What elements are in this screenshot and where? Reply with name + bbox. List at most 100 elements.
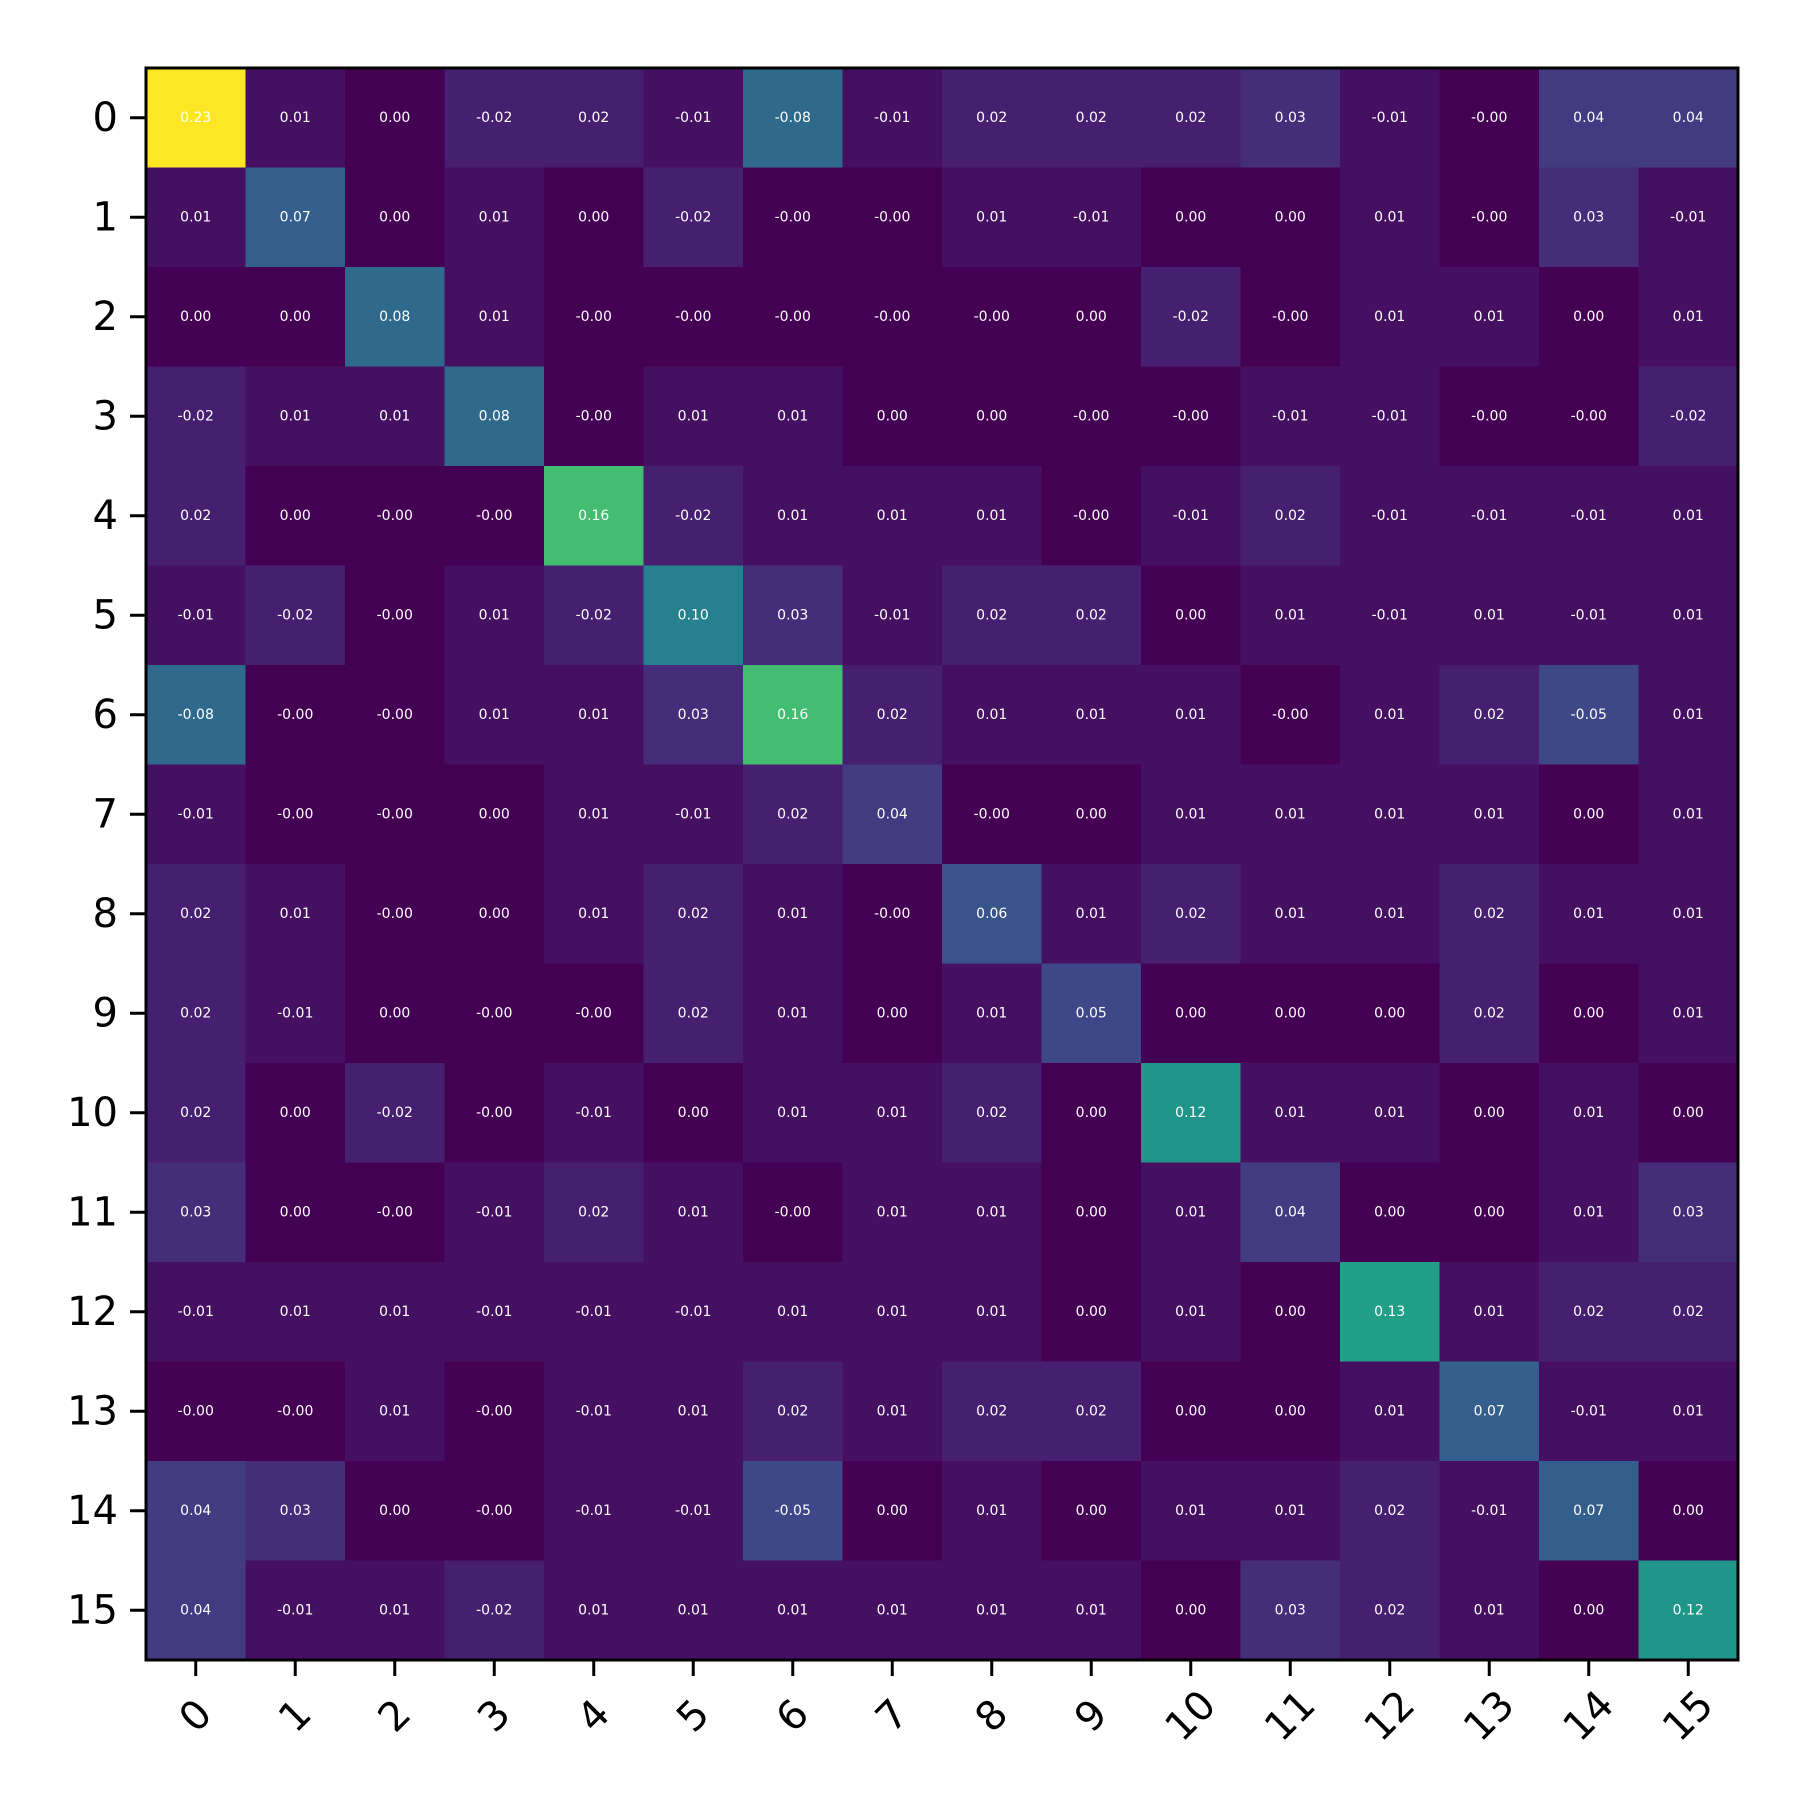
heatmap-cell (1240, 1461, 1341, 1561)
cell-value-label: 0.01 (280, 110, 311, 126)
heatmap-cell (1539, 1461, 1639, 1561)
cell-value-label: -0.00 (874, 906, 910, 922)
x-tick-label: 10 (1156, 1682, 1225, 1751)
cell-value-label: 0.02 (976, 1403, 1007, 1419)
cell-value-label: 0.01 (678, 408, 709, 424)
y-tick-label: 1 (93, 194, 118, 240)
heatmap-cell (942, 864, 1042, 964)
cell-value-label: 0.04 (877, 806, 908, 822)
heatmap-cell (544, 1461, 644, 1561)
heatmap-cell (1539, 68, 1639, 168)
cell-value-label: -0.00 (277, 707, 313, 723)
heatmap-cell (1539, 665, 1639, 765)
heatmap-cell (146, 366, 246, 467)
cell-value-label: 0.02 (678, 906, 709, 922)
cell-value-label: 0.00 (1175, 1602, 1206, 1618)
cell-value-label: 0.03 (1673, 1204, 1704, 1220)
heatmap-cell (1041, 665, 1142, 765)
heatmap-cell (146, 466, 246, 566)
heatmap-cell (245, 267, 346, 367)
cell-value-label: 0.02 (180, 1105, 211, 1121)
cell-value-label: 0.03 (180, 1204, 211, 1220)
cell-value-label: 0.01 (1673, 806, 1704, 822)
y-tick-label: 15 (67, 1587, 118, 1633)
heatmap-cell (544, 963, 644, 1064)
heatmap-cell (1240, 864, 1341, 964)
cell-value-label: 0.02 (678, 1005, 709, 1021)
cell-value-label: -0.02 (277, 607, 313, 623)
cell-value-label: 0.02 (1076, 110, 1107, 126)
cell-value-label: -0.01 (1571, 508, 1607, 524)
heatmap-cell (743, 665, 843, 765)
heatmap-cell (444, 764, 545, 865)
cell-value-label: 0.02 (1474, 1005, 1505, 1021)
heatmap-cell (1439, 1461, 1540, 1561)
heatmap-cell (544, 565, 644, 666)
x-tick-label: 13 (1455, 1682, 1524, 1751)
heatmap-cell (1539, 167, 1639, 268)
heatmap-cell (345, 1262, 445, 1362)
heatmap-cell (1240, 1162, 1341, 1263)
cell-value-label: 0.00 (976, 408, 1007, 424)
cell-value-label: 0.02 (1175, 110, 1206, 126)
cell-value-label: -0.01 (874, 110, 910, 126)
heatmap-cell (1340, 1162, 1440, 1263)
heatmap-cell (1340, 366, 1440, 467)
cell-value-label: 0.00 (479, 906, 510, 922)
heatmap-cell (842, 1162, 943, 1263)
heatmap-cell (643, 1361, 744, 1462)
x-tick-label: 7 (867, 1691, 918, 1742)
cell-value-label: 0.01 (1275, 1105, 1306, 1121)
cell-value-label: -0.02 (377, 1105, 413, 1121)
cell-value-label: 0.01 (1275, 806, 1306, 822)
heatmap-cell (942, 665, 1042, 765)
cell-value-label: -0.00 (874, 209, 910, 225)
heatmap-cell (1638, 1063, 1739, 1163)
cell-value-label: 0.00 (877, 1503, 908, 1519)
heatmap-cell (444, 366, 545, 467)
cell-value-label: 0.01 (578, 1602, 609, 1618)
heatmap-cell (1539, 267, 1639, 367)
cell-value-label: 0.01 (1175, 1204, 1206, 1220)
heatmap-cell (842, 665, 943, 765)
x-tick-label: 12 (1355, 1682, 1424, 1751)
cell-value-label: -0.08 (178, 707, 214, 723)
heatmap-cell (643, 1560, 744, 1661)
heatmap-cell (444, 565, 545, 666)
heatmap-cell (1141, 1560, 1241, 1661)
cell-value-label: 0.02 (578, 1204, 609, 1220)
cell-value-label: 0.02 (976, 110, 1007, 126)
heatmap-cell (544, 1262, 644, 1362)
cell-value-label: 0.01 (1076, 906, 1107, 922)
cell-value-label: 0.01 (1673, 906, 1704, 922)
heatmap-cell (1141, 1461, 1241, 1561)
heatmap-cell (444, 167, 545, 268)
heatmap-cell (1141, 267, 1241, 367)
cell-value-label: 0.00 (1175, 209, 1206, 225)
heatmap-cell (146, 1162, 246, 1263)
heatmap-cell (1041, 466, 1142, 566)
cell-value-label: -0.00 (178, 1403, 214, 1419)
heatmap-cell (544, 1162, 644, 1263)
heatmap-cell (842, 565, 943, 666)
heatmap-cell (1240, 963, 1341, 1064)
heatmap-cell (1439, 764, 1540, 865)
cell-value-label: 0.02 (1673, 1304, 1704, 1320)
cell-value-label: -0.01 (576, 1304, 612, 1320)
cell-value-label: 0.01 (479, 309, 510, 325)
heatmap-cell (1340, 466, 1440, 566)
heatmap-cell (1638, 1461, 1739, 1561)
cell-value-label: 0.00 (1573, 1005, 1604, 1021)
cell-value-label: 0.00 (1076, 1204, 1107, 1220)
heatmap-cell (842, 1461, 943, 1561)
cell-value-label: 0.01 (1175, 707, 1206, 723)
heatmap-cell (245, 764, 346, 865)
heatmap-cell (1539, 1063, 1639, 1163)
heatmap-cell (245, 1560, 346, 1661)
cell-value-label: 0.00 (1175, 1403, 1206, 1419)
heatmap-cell (1041, 1361, 1142, 1462)
heatmap-cell (544, 1063, 644, 1163)
cell-value-label: 0.00 (1175, 607, 1206, 623)
heatmap-cell (1141, 963, 1241, 1064)
